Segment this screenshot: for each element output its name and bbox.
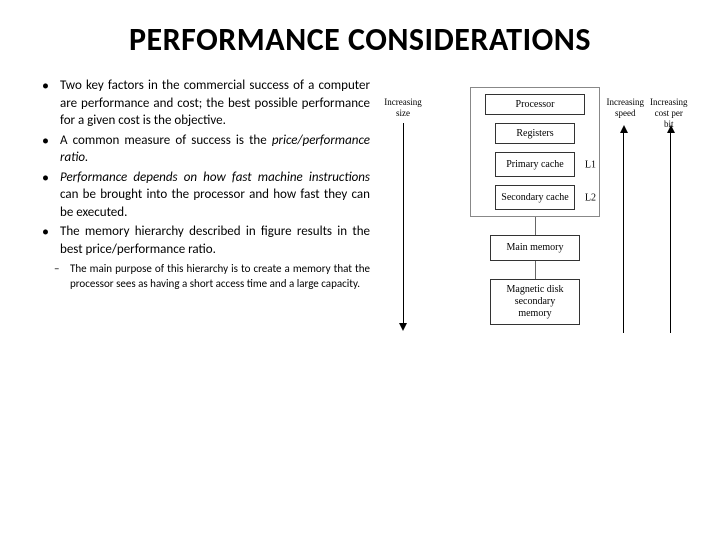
- disk-box: Magnetic disk secondary memory: [490, 279, 580, 325]
- arrow-label: Increasing size: [378, 97, 428, 119]
- diagram-column: Increasing size Increasingspeed Increasi…: [380, 77, 690, 325]
- bullet-item: Two key factors in the commercial succes…: [38, 77, 370, 130]
- content-row: Two key factors in the commercial succes…: [30, 77, 690, 325]
- bullet-item: A common measure of success is the price…: [38, 132, 370, 167]
- speed-cost-arrow: Increasingspeed Increasingcost per bit: [612, 97, 682, 357]
- l2-label: L2: [585, 192, 596, 203]
- main-memory-box: Main memory: [490, 235, 580, 261]
- arrow-head-icon: [667, 125, 675, 133]
- arrow-line: [623, 133, 624, 333]
- secondary-cache-box: Secondary cache L2: [495, 185, 575, 210]
- primary-cache-box: Primary cache L1: [495, 152, 575, 177]
- connector-line: [535, 217, 536, 235]
- slide-title: PERFORMANCE CONSIDERATIONS: [30, 20, 690, 59]
- slide: PERFORMANCE CONSIDERATIONS Two key facto…: [0, 0, 720, 540]
- arrow-line: [670, 133, 671, 333]
- registers-box: Registers: [495, 123, 575, 144]
- arrow-head-icon: [620, 125, 628, 133]
- bullet-list: Two key factors in the commercial succes…: [38, 77, 370, 258]
- connector-line: [535, 261, 536, 279]
- arrow-line: [403, 123, 404, 323]
- hierarchy-frame: Processor Registers Primary cache L1 Sec…: [470, 87, 600, 217]
- sub-bullet-item: The main purpose of this hierarchy is to…: [38, 262, 370, 291]
- arrow-head-icon: [399, 323, 407, 331]
- processor-box: Processor: [485, 94, 585, 115]
- text-column: Two key factors in the commercial succes…: [30, 77, 370, 325]
- l1-label: L1: [585, 159, 596, 170]
- sub-bullet-list: The main purpose of this hierarchy is to…: [38, 262, 370, 291]
- size-arrow: Increasing size: [378, 97, 428, 357]
- bullet-item: Performance depends on how fast machine …: [38, 169, 370, 222]
- bullet-item: The memory hierarchy described in figure…: [38, 223, 370, 258]
